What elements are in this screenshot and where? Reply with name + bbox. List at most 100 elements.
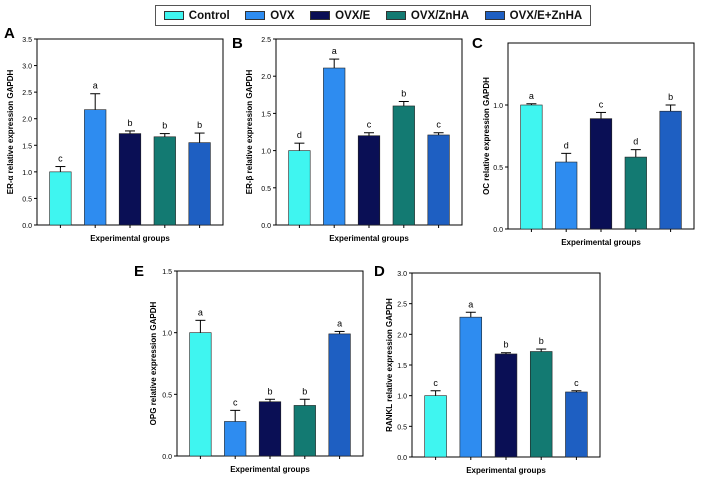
y-axis-label-c: OC relative expression GAPDH bbox=[482, 77, 491, 195]
y-tick-label-b: 0.0 bbox=[261, 223, 271, 230]
bar-c bbox=[659, 110, 682, 230]
significance-label-a: c bbox=[58, 154, 63, 164]
significance-label-e: b bbox=[267, 386, 272, 396]
bar-b bbox=[323, 67, 346, 226]
y-tick-label-e: 0.5 bbox=[162, 392, 172, 399]
y-tick-label-a: 3.5 bbox=[22, 37, 32, 44]
significance-label-e: c bbox=[233, 397, 238, 407]
x-axis-label-c: Experimental groups bbox=[561, 238, 641, 247]
significance-label-d: b bbox=[503, 340, 508, 350]
y-tick-label-a: 3.0 bbox=[22, 64, 32, 71]
bar-b bbox=[427, 134, 450, 226]
bar-c bbox=[520, 104, 543, 230]
significance-label-b: c bbox=[367, 120, 372, 130]
y-tick-label-a: 0.0 bbox=[22, 223, 32, 230]
bar-c bbox=[555, 161, 578, 230]
y-tick-label-d: 2.0 bbox=[397, 332, 407, 339]
y-axis-label-b: ER-β relative expression GAPDH bbox=[245, 70, 254, 195]
significance-label-d: b bbox=[539, 336, 544, 346]
significance-label-c: b bbox=[668, 92, 673, 102]
y-tick-label-e: 0.0 bbox=[162, 454, 172, 461]
legend-item-ovx: OVX bbox=[245, 9, 295, 22]
significance-label-c: d bbox=[564, 140, 569, 150]
bar-b bbox=[288, 150, 311, 226]
y-tick-label-b: 2.5 bbox=[261, 37, 271, 44]
bar-a bbox=[118, 133, 142, 226]
legend-label-control: Control bbox=[188, 9, 230, 22]
legend-item-ovx-e-znha: OVX/E+ZnHA bbox=[484, 9, 583, 22]
bar-a bbox=[84, 109, 107, 226]
x-axis-label-d: Experimental groups bbox=[466, 466, 546, 475]
legend-label-ovx: OVX bbox=[270, 9, 295, 22]
legend-label-ovx-e-znha: OVX/E+ZnHA bbox=[509, 9, 583, 22]
y-tick-label-b: 2.0 bbox=[261, 74, 271, 81]
significance-label-e: a bbox=[198, 307, 203, 317]
y-tick-label-d: 3.0 bbox=[397, 271, 407, 278]
significance-label-a: b bbox=[197, 120, 202, 130]
bar-d bbox=[529, 351, 553, 458]
bar-d bbox=[494, 353, 518, 458]
y-axis-label-a: ER-α relative expression GAPDH bbox=[6, 70, 15, 195]
significance-label-b: b bbox=[401, 88, 406, 98]
y-tick-label-b: 0.5 bbox=[261, 186, 271, 193]
significance-label-c: c bbox=[599, 99, 604, 109]
y-tick-label-b: 1.0 bbox=[261, 149, 271, 156]
significance-label-c: a bbox=[529, 91, 534, 101]
bar-b bbox=[392, 105, 415, 226]
legend: Control OVX OVX/E OVX/ZnHA OVX/E+ZnHA bbox=[155, 5, 591, 26]
y-tick-label-a: 2.5 bbox=[22, 90, 32, 97]
chart-panel-c: C 0.0 0.5 1.0 a d c d b Experimental groups OC rel… bbox=[472, 35, 695, 247]
legend-swatch-ovx-e-znha bbox=[484, 11, 505, 20]
legend-item-control: Control bbox=[163, 9, 230, 22]
y-axis-label-e: OPG relative expression GAPDH bbox=[149, 301, 158, 425]
y-tick-label-e: 1.5 bbox=[162, 269, 172, 276]
chart-panel-e: E 0.0 0.5 1.0 1.5 a c b b a Experimental groups OPG… bbox=[134, 263, 364, 474]
y-tick-label-b: 1.5 bbox=[261, 111, 271, 118]
significance-label-d: c bbox=[574, 378, 579, 388]
y-tick-label-d: 1.0 bbox=[397, 394, 407, 401]
panel-letter-d: D bbox=[374, 263, 385, 280]
bar-d bbox=[459, 316, 483, 458]
x-axis-label-e: Experimental groups bbox=[230, 465, 310, 474]
significance-label-a: b bbox=[127, 118, 132, 128]
legend-swatch-control bbox=[163, 11, 184, 20]
legend-label-ovx-e: OVX/E bbox=[335, 9, 371, 22]
y-tick-label-c: 0.5 bbox=[493, 165, 503, 172]
legend-swatch-ovx bbox=[245, 11, 266, 20]
y-tick-label-c: 1.0 bbox=[493, 103, 503, 110]
y-tick-label-d: 2.5 bbox=[397, 302, 407, 309]
bar-a bbox=[49, 171, 72, 226]
y-tick-label-d: 0.5 bbox=[397, 424, 407, 431]
bar-c bbox=[589, 118, 613, 230]
bar-d bbox=[565, 391, 588, 458]
bar-e bbox=[224, 421, 247, 457]
bar-a bbox=[153, 136, 176, 226]
y-tick-label-c: 0.0 bbox=[493, 227, 503, 234]
y-tick-label-a: 1.0 bbox=[22, 170, 32, 177]
significance-label-b: d bbox=[297, 130, 302, 140]
panel-letter-c: C bbox=[472, 35, 483, 52]
chart-panel-d: D 0.0 0.5 1.0 1.5 2.0 2.5 3.0 c a b b c Experimental … bbox=[374, 263, 601, 475]
significance-label-a: b bbox=[162, 121, 167, 131]
legend-swatch-ovx-znha bbox=[385, 11, 406, 20]
legend-label-ovx-znha: OVX/ZnHA bbox=[410, 9, 470, 22]
significance-label-d: c bbox=[433, 378, 438, 388]
bar-e bbox=[293, 405, 316, 457]
y-axis-label-d: RANKL relative expression GAPDH bbox=[385, 298, 394, 432]
significance-label-e: a bbox=[337, 318, 342, 328]
significance-label-d: a bbox=[468, 299, 473, 309]
chart-panel-a: A 0.0 0.5 1.0 1.5 2.0 2.5 3.0 3.5 c a b b b Experiment… bbox=[4, 25, 224, 243]
bar-b bbox=[357, 135, 381, 226]
bar-e bbox=[189, 332, 212, 457]
chart-panel-b: B 0.0 0.5 1.0 1.5 2.0 2.5 d a c b c Experimental gro… bbox=[232, 35, 463, 243]
y-tick-label-a: 2.0 bbox=[22, 117, 32, 124]
bar-d bbox=[424, 395, 447, 458]
legend-item-ovx-e: OVX/E bbox=[310, 10, 370, 22]
bar-a bbox=[188, 142, 211, 226]
y-tick-label-a: 0.5 bbox=[22, 196, 32, 203]
legend-swatch-ovx-e bbox=[310, 11, 331, 20]
panel-letter-e: E bbox=[134, 263, 144, 280]
legend-item-ovx-znha: OVX/ZnHA bbox=[385, 9, 470, 22]
bar-e bbox=[258, 401, 282, 457]
